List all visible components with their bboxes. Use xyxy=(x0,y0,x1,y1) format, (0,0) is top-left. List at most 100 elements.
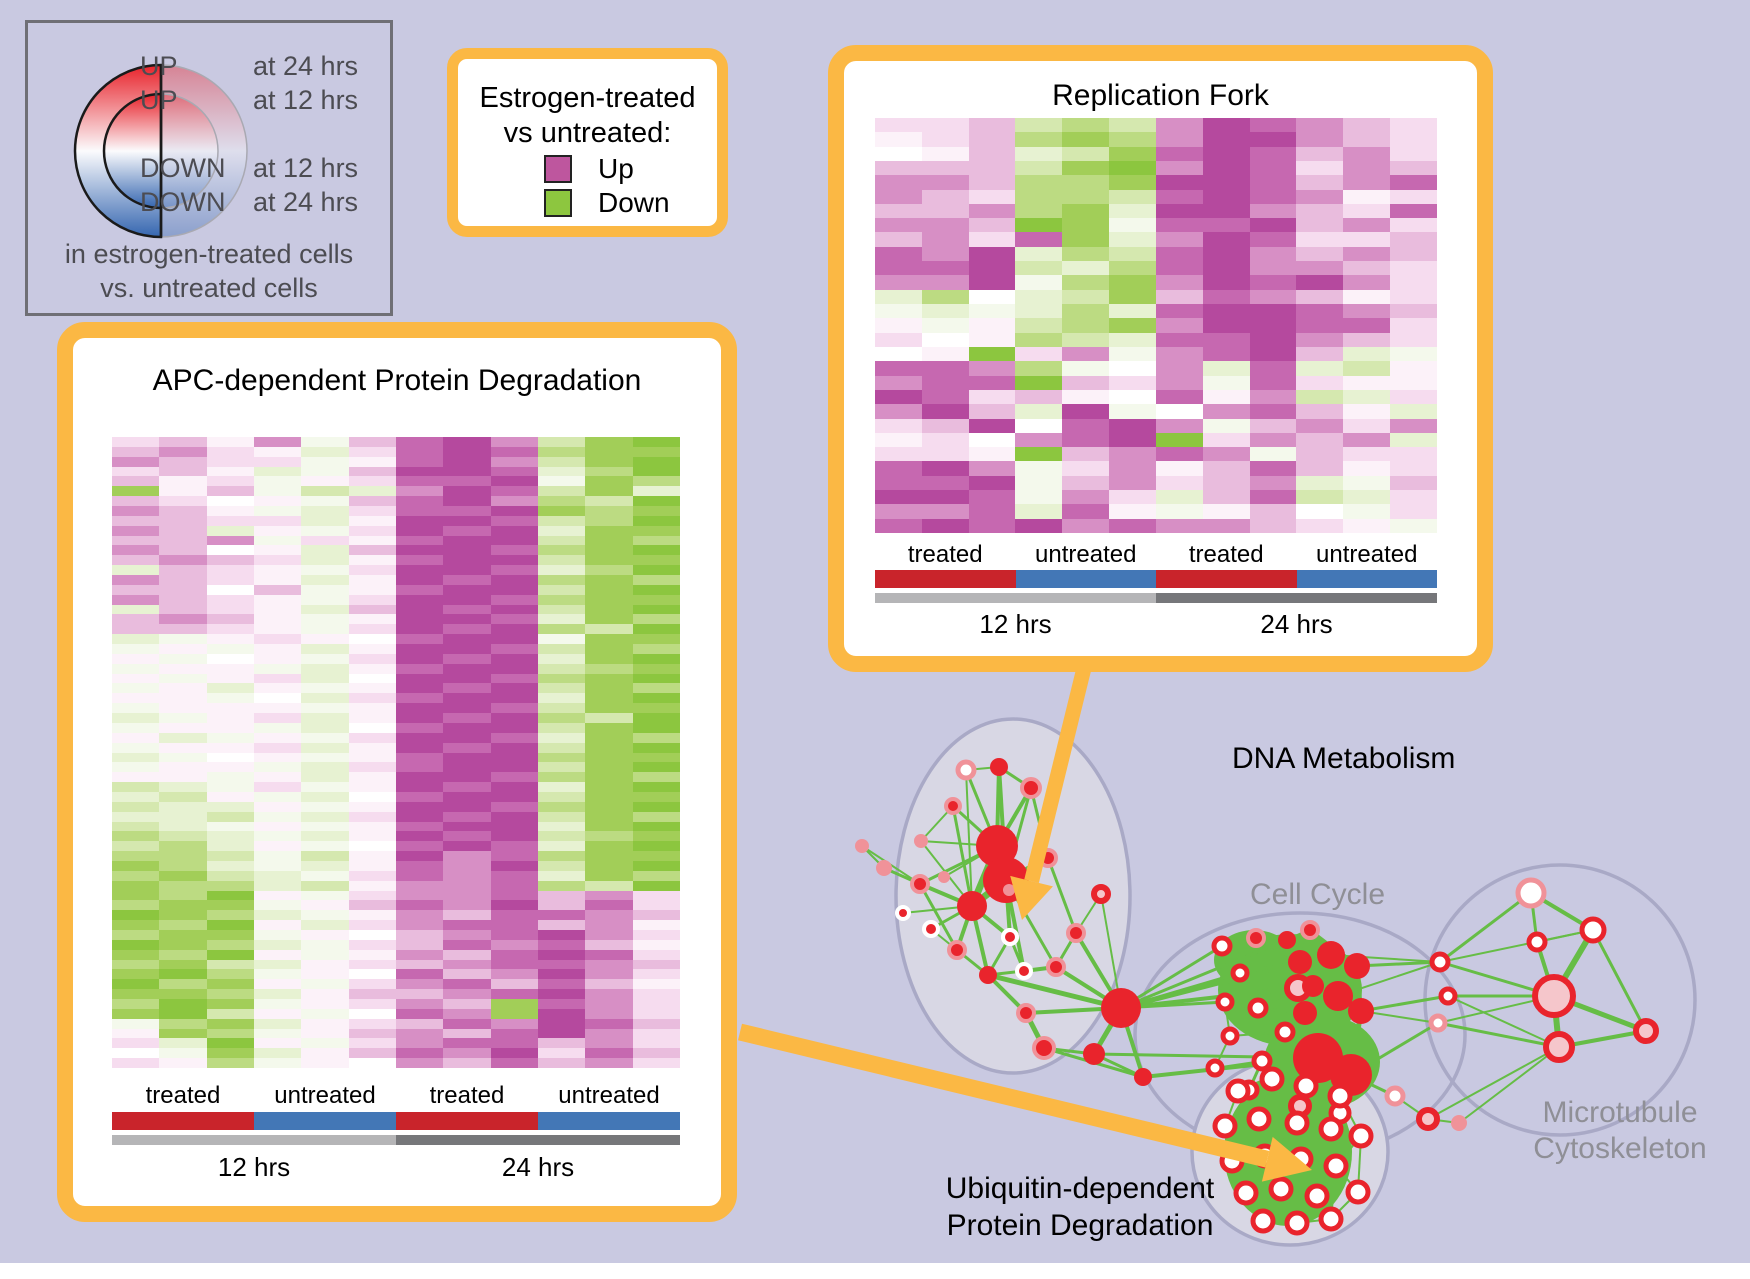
heatmap-cell xyxy=(159,1008,207,1019)
heatmap-cell xyxy=(348,1008,396,1019)
heatmap-cell xyxy=(1155,246,1203,262)
heatmap-cell xyxy=(1155,318,1203,333)
heatmap-cell xyxy=(112,880,160,891)
heatmap-cell xyxy=(443,880,491,891)
heatmap-cell xyxy=(348,683,396,694)
heatmap-cell xyxy=(968,261,1016,276)
heatmap-cell xyxy=(1062,389,1110,405)
heatmap-cell xyxy=(1296,175,1344,190)
heatmap-cell xyxy=(585,870,633,881)
heatmap-cell xyxy=(206,880,254,891)
heatmap-cell xyxy=(112,663,160,674)
heatmap-cell xyxy=(1109,361,1156,376)
heatmap-cell xyxy=(875,475,922,491)
heatmap-cell xyxy=(585,624,633,635)
heatmap-cell xyxy=(585,506,633,516)
heatmap-cell xyxy=(875,132,922,147)
heatmap-cell xyxy=(159,1028,207,1039)
heatmap-cell xyxy=(537,900,586,911)
heatmap-cell xyxy=(585,762,633,773)
heatmap-cell xyxy=(395,870,444,881)
heatmap-cell xyxy=(968,518,1016,533)
heatmap-cell xyxy=(253,949,302,960)
estrogen-legend-box: Estrogen-treated vs untreated: Up Down xyxy=(447,48,728,237)
heatmap-cell xyxy=(537,525,586,536)
heatmap-cell xyxy=(1343,389,1391,405)
heatmap-cell xyxy=(632,673,680,684)
heatmap-cell xyxy=(585,476,633,487)
up-color-swatch xyxy=(544,155,572,183)
heatmap-cell xyxy=(206,1018,254,1029)
heatmap-cell xyxy=(632,880,680,891)
heatmap-cell xyxy=(1015,289,1063,305)
heatmap-cell xyxy=(348,476,396,487)
heatmap-cell xyxy=(1343,132,1391,147)
heatmap-cell xyxy=(632,683,680,694)
heatmap-cell xyxy=(112,506,160,516)
heatmap-cell xyxy=(159,880,207,891)
heatmap-cell xyxy=(921,432,969,448)
heatmap-cell xyxy=(301,545,349,556)
heatmap-cell xyxy=(1015,246,1063,262)
heatmap-cell xyxy=(490,634,538,645)
heatmap-cell xyxy=(1249,175,1297,190)
heatmap-cell xyxy=(348,880,396,891)
heatmap-cell xyxy=(159,604,207,615)
heatmap-cell xyxy=(159,732,207,743)
apc-group-untreated-12: untreated xyxy=(274,1082,376,1109)
heatmap-cell xyxy=(206,959,254,970)
heatmap-cell xyxy=(1296,418,1344,433)
heatmap-cell xyxy=(537,998,586,1009)
rf-group-untreated-12: untreated xyxy=(1035,541,1137,568)
heatmap-cell xyxy=(537,929,586,940)
heatmap-cell xyxy=(875,275,922,290)
heatmap-cell xyxy=(1062,218,1110,233)
heatmap-cell xyxy=(968,332,1016,347)
heatmap-cell xyxy=(1343,504,1391,519)
heatmap-cell xyxy=(490,860,538,871)
heatmap-cell xyxy=(348,575,396,585)
heatmap-cell xyxy=(921,175,969,190)
heatmap-cell xyxy=(159,929,207,940)
heatmap-cell xyxy=(112,762,160,773)
heatmap-cell xyxy=(112,742,160,753)
heatmap-cell xyxy=(395,791,444,802)
heatmap-cell xyxy=(875,447,922,462)
heatmap-cell xyxy=(112,831,160,842)
rf-label-24hrs: 24 hrs xyxy=(1260,609,1333,639)
heatmap-cell xyxy=(1109,175,1156,190)
heatmap-cell xyxy=(395,772,444,783)
heatmap-cell xyxy=(1202,203,1250,219)
heatmap-cell xyxy=(632,900,680,911)
heatmap-cell xyxy=(301,1028,349,1039)
heatmap-cell xyxy=(1109,146,1156,161)
heatmap-cell xyxy=(443,979,491,990)
heatmap-cell xyxy=(1015,447,1063,462)
heatmap-cell xyxy=(1109,189,1156,204)
heatmap-cell xyxy=(537,1058,586,1068)
heatmap-cell xyxy=(395,437,444,447)
apc-group-labels: treated untreated treated untreated xyxy=(112,1082,680,1110)
heatmap-cell xyxy=(585,1038,633,1049)
heatmap-cell xyxy=(253,920,302,930)
heatmap-cell xyxy=(1202,189,1250,204)
heatmap-cell xyxy=(1155,118,1203,133)
heatmap-cell xyxy=(253,742,302,753)
heatmap-cell xyxy=(1390,146,1437,161)
heatmap-cell xyxy=(348,811,396,822)
heatmap-cell xyxy=(1296,318,1344,333)
heatmap-cell xyxy=(585,555,633,566)
heatmap-cell xyxy=(206,515,254,526)
heatmap-cell xyxy=(112,535,160,546)
heatmap-cell xyxy=(921,404,969,419)
heatmap-cell xyxy=(490,929,538,940)
heatmap-cell xyxy=(112,515,160,526)
heatmap-cell xyxy=(443,437,491,447)
heatmap-cell xyxy=(632,604,680,615)
heatmap-cell xyxy=(1015,418,1063,433)
heatmap-cell xyxy=(1155,418,1203,433)
heatmap-cell xyxy=(348,624,396,635)
heatmap-cell xyxy=(537,594,586,605)
heatmap-cell xyxy=(490,604,538,615)
heatmap-cell xyxy=(1062,432,1110,448)
